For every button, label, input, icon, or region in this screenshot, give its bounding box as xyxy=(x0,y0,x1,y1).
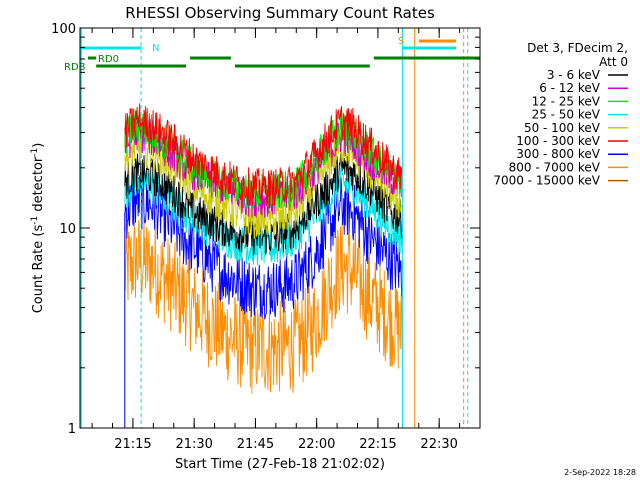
flag-label: RDB xyxy=(64,62,86,73)
series-layer xyxy=(124,103,403,428)
y-tick-label: 1 xyxy=(68,422,76,437)
legend-header-2: Att 0 xyxy=(599,55,628,69)
flag-layer: RD0 RDB N S xyxy=(64,28,480,428)
x-tick-label: 22:30 xyxy=(420,437,457,452)
y-axis: 1 10 100 xyxy=(51,22,480,437)
y-axis-label: Count Rate (s-1 detector-1) xyxy=(30,143,46,314)
legend-label: 100 - 300 keV xyxy=(516,134,600,148)
x-tick-label: 21:45 xyxy=(237,437,274,452)
legend-label: 25 - 50 keV xyxy=(532,108,601,122)
legend-label: 800 - 7000 keV xyxy=(509,160,601,174)
x-axis-label: Start Time (27-Feb-18 21:02:02) xyxy=(175,457,385,472)
legend-label: 7000 - 15000 keV xyxy=(493,174,600,188)
legend-label: 6 - 12 keV xyxy=(539,81,601,95)
flag-label: N xyxy=(152,43,159,54)
x-axis: 21:15 21:30 21:45 22:00 22:15 22:30 xyxy=(91,28,481,452)
y-tick-label: 10 xyxy=(59,222,76,237)
y-tick-label: 100 xyxy=(51,22,76,37)
series-line-5 xyxy=(124,103,403,207)
series-line-1 xyxy=(124,115,403,218)
series-line-0 xyxy=(124,151,403,256)
x-tick-label: 21:15 xyxy=(114,437,151,452)
x-tick-label: 22:15 xyxy=(359,437,396,452)
x-tick-label: 21:30 xyxy=(175,437,212,452)
series-line-7 xyxy=(124,216,403,394)
flag-label: RD0 xyxy=(98,54,119,65)
flag-label: S xyxy=(398,36,404,47)
legend-label: 3 - 6 keV xyxy=(547,68,601,82)
chart-title: RHESSI Observing Summary Count Rates xyxy=(125,4,435,22)
x-tick-label: 22:00 xyxy=(298,437,335,452)
legend-label: 12 - 25 keV xyxy=(532,94,601,108)
legend-label: 300 - 800 keV xyxy=(516,147,600,161)
legend-header-1: Det 3, FDecim 2, xyxy=(527,41,628,55)
footer-date: 2-Sep-2022 18:28 xyxy=(564,468,636,477)
series-line-6 xyxy=(124,170,403,320)
legend-label: 50 - 100 keV xyxy=(524,121,601,135)
